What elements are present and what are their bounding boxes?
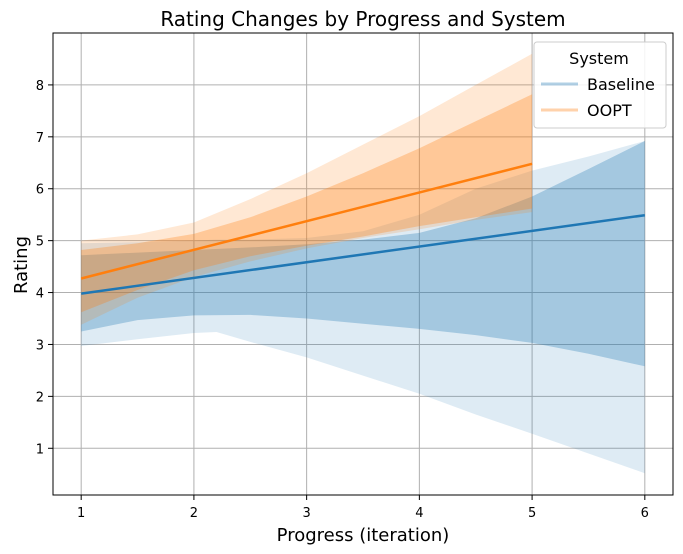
y-tick-label: 6 <box>36 183 44 198</box>
y-tick-label: 5 <box>36 235 44 250</box>
y-tick-label: 1 <box>36 442 44 457</box>
legend-title: System <box>569 49 629 68</box>
chart-title: Rating Changes by Progress and System <box>160 7 565 31</box>
x-tick-label: 3 <box>302 506 310 521</box>
x-axis-ticks: 1 2 3 4 5 6 <box>77 495 649 521</box>
series-lines <box>80 162 645 295</box>
plot-frame <box>52 32 674 496</box>
y-tick-label: 4 <box>36 287 44 302</box>
y-tick-label: 7 <box>36 131 44 146</box>
x-tick-label: 6 <box>641 506 649 521</box>
legend-box <box>533 41 667 129</box>
y-tick-label: 3 <box>36 338 44 353</box>
legend[interactable]: System Baseline OOPT <box>533 41 667 129</box>
y-axis-label: Rating <box>11 236 32 294</box>
y-tick-label: 2 <box>36 390 44 405</box>
confidence-band-baseline-1 <box>81 141 645 474</box>
grid <box>53 33 673 495</box>
confidence-bands <box>81 53 645 474</box>
x-tick-label: 1 <box>77 506 85 521</box>
confidence-band-oopt-1 <box>81 53 533 325</box>
x-tick-label: 4 <box>415 506 423 521</box>
series-line-oopt <box>80 162 533 280</box>
x-tick-label: 5 <box>528 506 536 521</box>
legend-label-oopt[interactable]: OOPT <box>587 101 632 120</box>
x-axis-label: Progress (iteration) <box>277 525 450 546</box>
series-line-baseline <box>81 213 645 295</box>
y-tick-label: 8 <box>36 79 44 94</box>
confidence-band-oopt-0 <box>81 94 533 313</box>
y-axis-ticks: 1 2 3 4 5 6 7 8 <box>36 79 53 457</box>
x-tick-label: 2 <box>190 506 198 521</box>
legend-label-baseline[interactable]: Baseline <box>587 75 655 94</box>
